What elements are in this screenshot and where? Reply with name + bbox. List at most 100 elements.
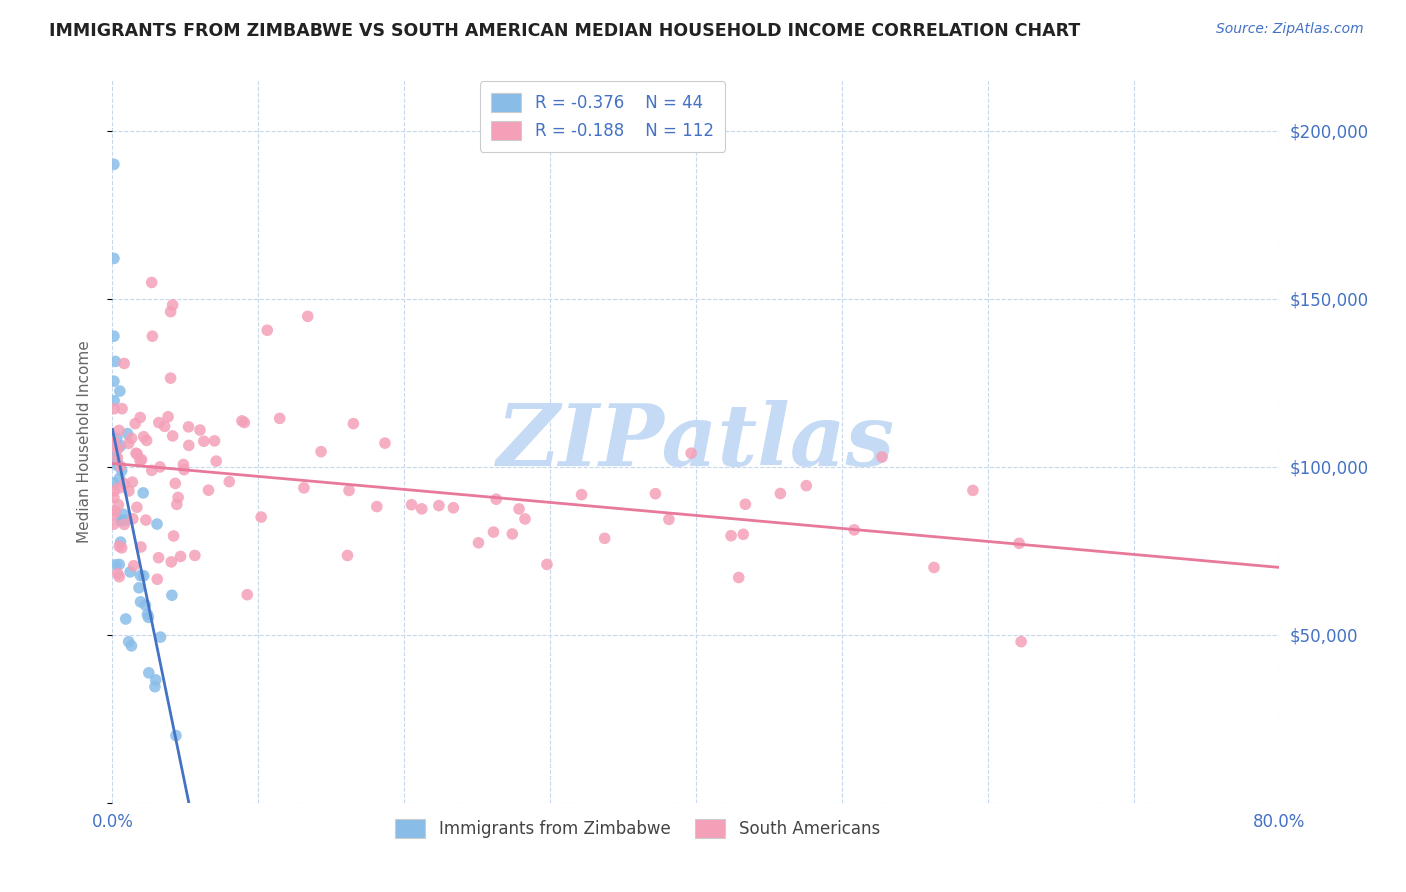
Point [536, 558, 558, 572]
Point [159, 371, 181, 385]
Point [103, 401, 125, 416]
Point [720, 529, 742, 543]
Point [177, 420, 200, 434]
Point [104, 558, 127, 572]
Point [134, 598, 156, 612]
Point [132, 568, 155, 582]
Point [108, 570, 131, 584]
Point [107, 498, 129, 512]
Point [114, 476, 136, 491]
Point [104, 354, 127, 368]
Point [138, 610, 160, 624]
Point [844, 523, 866, 537]
Point [103, 434, 125, 449]
Point [141, 463, 163, 477]
Point [162, 529, 184, 543]
Point [153, 419, 176, 434]
Point [157, 409, 180, 424]
Point [513, 512, 536, 526]
Point [125, 446, 148, 460]
Point [593, 532, 616, 546]
Point [231, 414, 253, 428]
Point [143, 680, 166, 694]
Point [114, 513, 136, 527]
Point [107, 566, 129, 581]
Point [681, 446, 703, 460]
Point [125, 500, 148, 515]
Point [121, 475, 143, 490]
Point [107, 442, 129, 456]
Point [128, 581, 150, 595]
Point [342, 417, 364, 431]
Point [366, 500, 388, 514]
Point [103, 374, 125, 388]
Point [149, 459, 172, 474]
Point [129, 540, 152, 554]
Point [111, 541, 134, 555]
Point [1010, 634, 1032, 648]
Point [124, 417, 146, 431]
Point [184, 549, 207, 563]
Point [103, 475, 125, 490]
Point [233, 416, 256, 430]
Point [132, 486, 155, 500]
Point [401, 498, 423, 512]
Point [105, 439, 128, 453]
Point [172, 458, 194, 472]
Point [162, 429, 184, 443]
Point [727, 570, 749, 584]
Point [173, 463, 195, 477]
Point [467, 535, 489, 549]
Point [121, 431, 143, 445]
Point [121, 512, 143, 526]
Point [103, 450, 125, 464]
Y-axis label: Median Household Income: Median Household Income [77, 340, 91, 543]
Point [104, 450, 127, 465]
Point [132, 430, 155, 444]
Point [309, 444, 332, 458]
Point [160, 555, 183, 569]
Point [110, 439, 132, 453]
Point [120, 565, 142, 579]
Point [127, 447, 149, 461]
Point [108, 471, 131, 485]
Point [131, 452, 153, 467]
Point [1008, 536, 1031, 550]
Point [108, 481, 131, 495]
Point [129, 453, 152, 467]
Point [292, 481, 315, 495]
Point [197, 483, 219, 498]
Point [110, 459, 132, 474]
Point [111, 401, 134, 416]
Point [571, 488, 593, 502]
Point [129, 568, 152, 582]
Point [103, 252, 125, 266]
Point [162, 298, 184, 312]
Point [145, 673, 167, 687]
Point [108, 424, 131, 438]
Point [103, 483, 125, 498]
Point [135, 513, 157, 527]
Point [165, 476, 187, 491]
Text: ZIPatlas: ZIPatlas [496, 400, 896, 483]
Point [103, 436, 125, 450]
Point [204, 434, 226, 448]
Point [236, 588, 259, 602]
Point [103, 507, 125, 521]
Point [256, 323, 278, 337]
Point [136, 607, 159, 622]
Point [508, 502, 530, 516]
Point [427, 499, 450, 513]
Point [148, 550, 170, 565]
Point [112, 517, 135, 532]
Point [165, 729, 187, 743]
Point [870, 450, 893, 464]
Point [644, 486, 666, 500]
Point [112, 507, 135, 521]
Point [104, 504, 127, 518]
Point [110, 513, 132, 527]
Point [117, 436, 139, 450]
Text: Source: ZipAtlas.com: Source: ZipAtlas.com [1216, 22, 1364, 37]
Point [103, 157, 125, 171]
Point [169, 549, 191, 564]
